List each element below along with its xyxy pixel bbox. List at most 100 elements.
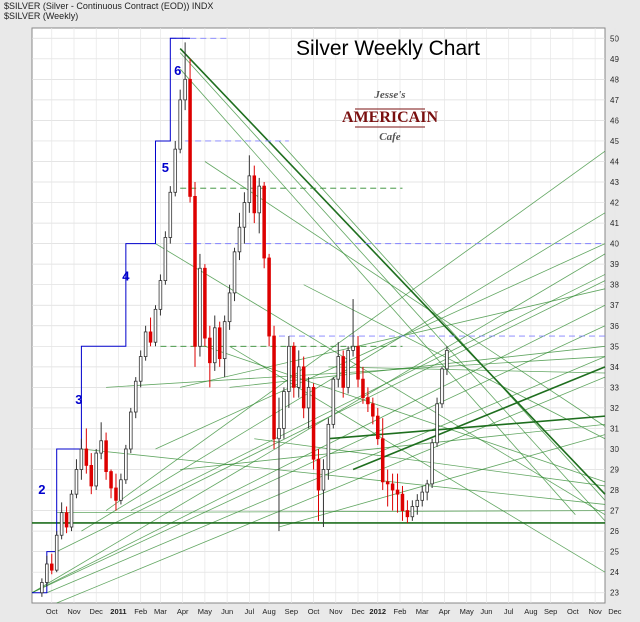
x-tick-label: 2012 [369, 607, 386, 616]
candle-body [435, 403, 439, 444]
x-tick-label: Dec [90, 607, 104, 616]
x-tick-label: Nov [329, 607, 343, 616]
candle-body [153, 308, 158, 343]
candle-body [178, 99, 182, 150]
candle-body [316, 458, 321, 491]
candle-body [104, 440, 108, 472]
x-tick-label: 2011 [110, 607, 126, 616]
candle-body [356, 345, 360, 380]
x-tick-label: Aug [262, 607, 275, 616]
x-tick-label: Jul [245, 607, 255, 616]
candle-body [282, 391, 286, 429]
candle-body [148, 331, 153, 343]
trend-line [180, 423, 606, 470]
trend-line [303, 284, 606, 440]
candle-body [410, 506, 415, 518]
candle-body [420, 491, 424, 501]
candle-body [336, 356, 341, 380]
candle-body [405, 510, 410, 518]
x-tick-label: Mar [154, 607, 167, 616]
candle-body [440, 368, 444, 405]
candle-body [272, 335, 276, 440]
logo-text: AMERICAIN [342, 109, 438, 126]
candle-body [84, 448, 89, 466]
candle-body [341, 356, 345, 388]
candle-body [242, 202, 247, 228]
candle-body [109, 471, 113, 489]
candle-body [425, 483, 429, 493]
candle-body [129, 411, 133, 450]
x-tick-label: Nov [67, 607, 81, 616]
x-tick-label: May [198, 607, 212, 616]
candle-body [79, 448, 84, 470]
candle-body [385, 481, 390, 485]
candle-body [267, 257, 271, 337]
trend-line [106, 356, 606, 388]
trend-line [179, 52, 606, 522]
trend-line [204, 345, 606, 483]
candle-body [287, 345, 291, 392]
trend-line [56, 510, 606, 514]
trend-line [328, 366, 606, 374]
candle-body [257, 185, 261, 214]
candle-body [351, 345, 355, 351]
main-trend-line [352, 366, 606, 471]
candle-body [292, 345, 296, 388]
main-trend-line [179, 47, 606, 495]
candle-body [163, 237, 168, 281]
candle-body [158, 280, 163, 310]
x-tick-label: Dec [351, 607, 365, 616]
candle-body [222, 321, 227, 360]
x-tick-label: Oct [308, 607, 321, 616]
candle-body [133, 380, 138, 413]
candle-body [306, 386, 311, 409]
candle-body [173, 148, 178, 193]
x-tick-label: Dec [608, 607, 622, 616]
candle-body [400, 493, 405, 511]
trend-line [81, 448, 606, 505]
trend-line [278, 140, 606, 501]
candle-body [124, 448, 128, 481]
series-header: $SILVER (Weekly) [4, 11, 79, 21]
candle-body [114, 487, 118, 501]
trend-line [204, 161, 606, 427]
candle-body [69, 493, 74, 528]
candle-body [237, 226, 242, 253]
x-tick-label: Feb [394, 607, 407, 616]
candle-body [74, 469, 79, 495]
x-tick-label: Mar [416, 607, 429, 616]
trend-line [155, 243, 606, 516]
candle-body [183, 78, 187, 101]
trend-line [56, 376, 606, 604]
candle-body [217, 327, 222, 360]
candle-body [277, 428, 281, 440]
candle-body [198, 267, 202, 347]
trend-line [155, 243, 606, 450]
candle-body [331, 378, 336, 425]
candle-body [138, 356, 143, 382]
candle-body [99, 440, 103, 454]
trend-line [31, 304, 606, 594]
candle-body [376, 415, 380, 440]
candle-body [415, 499, 420, 507]
candle-body [203, 267, 207, 339]
candle-body [390, 483, 395, 491]
logo-text: Jesse's [373, 89, 405, 101]
candle-body [193, 195, 197, 347]
x-tick-label: Apr [439, 607, 451, 616]
candle-body [59, 512, 64, 536]
trend-line [105, 150, 606, 511]
logo-text: Cafe [379, 131, 401, 143]
trend-line [179, 68, 576, 515]
candle-body [50, 563, 54, 571]
wave-label: 3 [75, 392, 82, 407]
wave-label: 4 [122, 269, 130, 284]
candle-body [321, 469, 326, 491]
candle-body [119, 479, 123, 501]
candle-body [213, 327, 217, 364]
candle-body [366, 397, 370, 405]
x-tick-label: Nov [588, 607, 602, 616]
x-tick-label: May [460, 607, 474, 616]
